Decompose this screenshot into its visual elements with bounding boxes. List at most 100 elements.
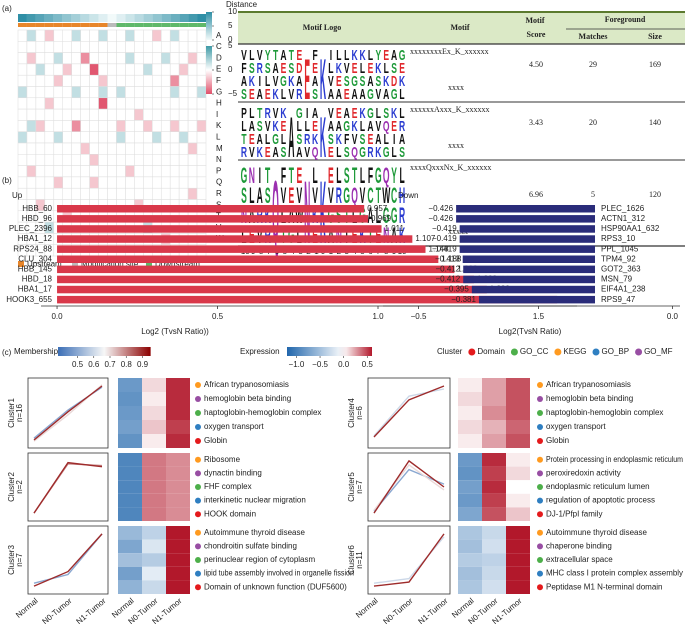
heatmap-cell (53, 187, 64, 200)
heatmap-cell (187, 165, 198, 178)
value-label: −0.419 (432, 224, 457, 233)
heatmap-cell (152, 52, 162, 65)
heatmap-cell (62, 97, 72, 110)
heatmap-cell (53, 52, 64, 65)
expression-cell (506, 466, 530, 481)
heatmap-cell (17, 52, 28, 65)
colorbar (206, 12, 212, 40)
heatmap-cell (116, 165, 126, 178)
colorbar-tick-label: 0.5 (362, 360, 374, 369)
heatmap-cell (62, 86, 72, 99)
x-tick-label: 0.0 (667, 312, 679, 321)
heatmap-cell (89, 86, 99, 99)
term-label: Protein processing in endoplasmic reticu… (546, 455, 683, 464)
region-cell (107, 23, 117, 27)
expression-cell (458, 539, 482, 554)
heatmap-cell (107, 29, 117, 42)
heatmap-cell (44, 187, 55, 200)
heatmap-cell (62, 142, 72, 155)
value-label: −0.426 (428, 204, 453, 213)
distance-cell (53, 14, 63, 22)
expression-cell (482, 566, 506, 581)
heatmap-cell (35, 52, 46, 65)
expression-cell (166, 493, 190, 508)
heatmap-cell (152, 63, 162, 76)
logo-stack: K (320, 47, 326, 111)
heatmap-cell (26, 74, 37, 87)
condition-label: Normal (14, 596, 40, 620)
heatmap-cell (107, 74, 117, 87)
x-tick-label: −0.5 (411, 312, 427, 321)
heatmap-cell (26, 131, 37, 144)
logo-stack: K (320, 105, 326, 169)
heatmap-cell (80, 29, 90, 42)
term-label: Ribosome (204, 455, 241, 464)
heatmap-cell (152, 187, 162, 200)
colorbar-tick-label: 0.7 (104, 360, 116, 369)
heatmap-cell (35, 131, 46, 144)
value-label: −0.413 (435, 254, 460, 263)
heatmap-cell (187, 86, 198, 99)
legend-label: Upstream (27, 260, 62, 269)
region-cell (125, 23, 135, 27)
heatmap-cell (134, 120, 144, 132)
heatmap-cell (160, 74, 171, 87)
category-label: GOT2_363 (601, 265, 641, 274)
heatmap-cell (178, 120, 189, 132)
term-label: Autoimmune thyroid disease (546, 528, 647, 537)
heatmap-cell (89, 41, 99, 53)
condition-label: N1-Tumor (74, 596, 107, 624)
distance-cell (107, 14, 117, 22)
table-header: Size (648, 32, 662, 41)
heatmap-cell (116, 86, 126, 99)
heatmap-cell (187, 52, 198, 65)
expression-cell (142, 553, 166, 567)
heatmap-cell (169, 108, 180, 121)
heatmap-cell (71, 176, 81, 189)
heatmap-cell (169, 131, 180, 144)
term-label: FHF complex (204, 482, 252, 491)
heatmap-cell (44, 41, 55, 53)
expression-cell (482, 526, 506, 540)
distance-cell (89, 14, 99, 22)
expression-cell (482, 453, 506, 467)
expression-cell (142, 406, 166, 420)
heatmap-cell (116, 176, 126, 189)
heatmap-cell (107, 154, 117, 166)
bar (57, 255, 439, 263)
category-label: MSN_79 (601, 275, 633, 284)
colorbar (287, 347, 372, 356)
heatmap-cell (26, 154, 37, 166)
expression-cell (482, 420, 506, 434)
heatmap-cell (98, 187, 108, 200)
chart-title: Down (398, 191, 418, 200)
expression-cell (482, 480, 506, 494)
term-label: Domain of unknown function (DUF5600) (204, 582, 347, 591)
heatmap-cell (178, 63, 189, 76)
expression-cell (142, 453, 166, 467)
heatmap-cell (107, 108, 117, 121)
heatmap-cell (17, 97, 28, 110)
region-cell (134, 23, 144, 27)
term-dot (537, 543, 543, 550)
plot-frame (367, 525, 451, 595)
distance-cell (62, 14, 72, 22)
logo-stack: N (304, 164, 310, 263)
expression-cell (166, 378, 190, 392)
value-label: 0.957 (367, 204, 388, 213)
heatmap-cell (62, 41, 72, 53)
heatmap-cell (80, 165, 90, 178)
heatmap-cell (178, 142, 189, 155)
distance-cell (134, 14, 144, 22)
cluster-name: Cluster3 (7, 545, 16, 575)
heatmap-cell (107, 142, 117, 155)
distance-cell (188, 14, 198, 22)
heatmap-cell (71, 108, 81, 121)
heatmap-cell (35, 187, 46, 200)
expression-cell (118, 392, 142, 406)
